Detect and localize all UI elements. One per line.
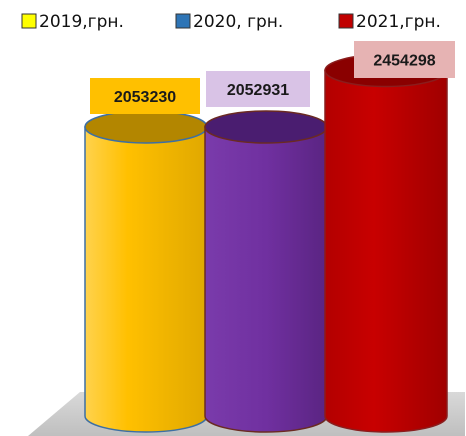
legend-item: 2019,грн. [21,12,124,32]
bar-top [84,110,208,144]
data-label-box [206,71,310,107]
data-label: 2052931 [206,71,310,107]
bar-3 [324,53,448,433]
bar-1 [84,110,208,433]
legend-swatch [21,13,37,29]
data-label-text: 2454298 [373,53,435,70]
legend-item: 2020, грн. [175,12,283,32]
legend-label: 2019,грн. [39,12,124,32]
data-labels: 2053230 2052931 2454298 [90,41,455,114]
bar-2 [204,110,328,433]
bar-body [324,69,448,433]
bar-top [204,110,328,144]
bar-body [84,126,208,433]
legend-swatch [175,13,191,29]
data-label: 2053230 [90,78,200,114]
data-label: 2454298 [354,41,455,78]
legend-label: 2021,грн. [356,12,441,32]
legend-swatch [338,13,354,29]
legend: 2019,грн. 2020, грн. 2021,грн. [21,12,441,32]
legend-item: 2021,грн. [338,12,441,32]
bars [84,53,448,433]
data-label-text: 2053230 [114,89,176,106]
data-label-box [90,78,200,114]
bar-body [204,126,328,433]
data-label-box [354,41,455,78]
legend-label: 2020, грн. [193,12,283,32]
data-label-text: 2052931 [227,82,289,99]
